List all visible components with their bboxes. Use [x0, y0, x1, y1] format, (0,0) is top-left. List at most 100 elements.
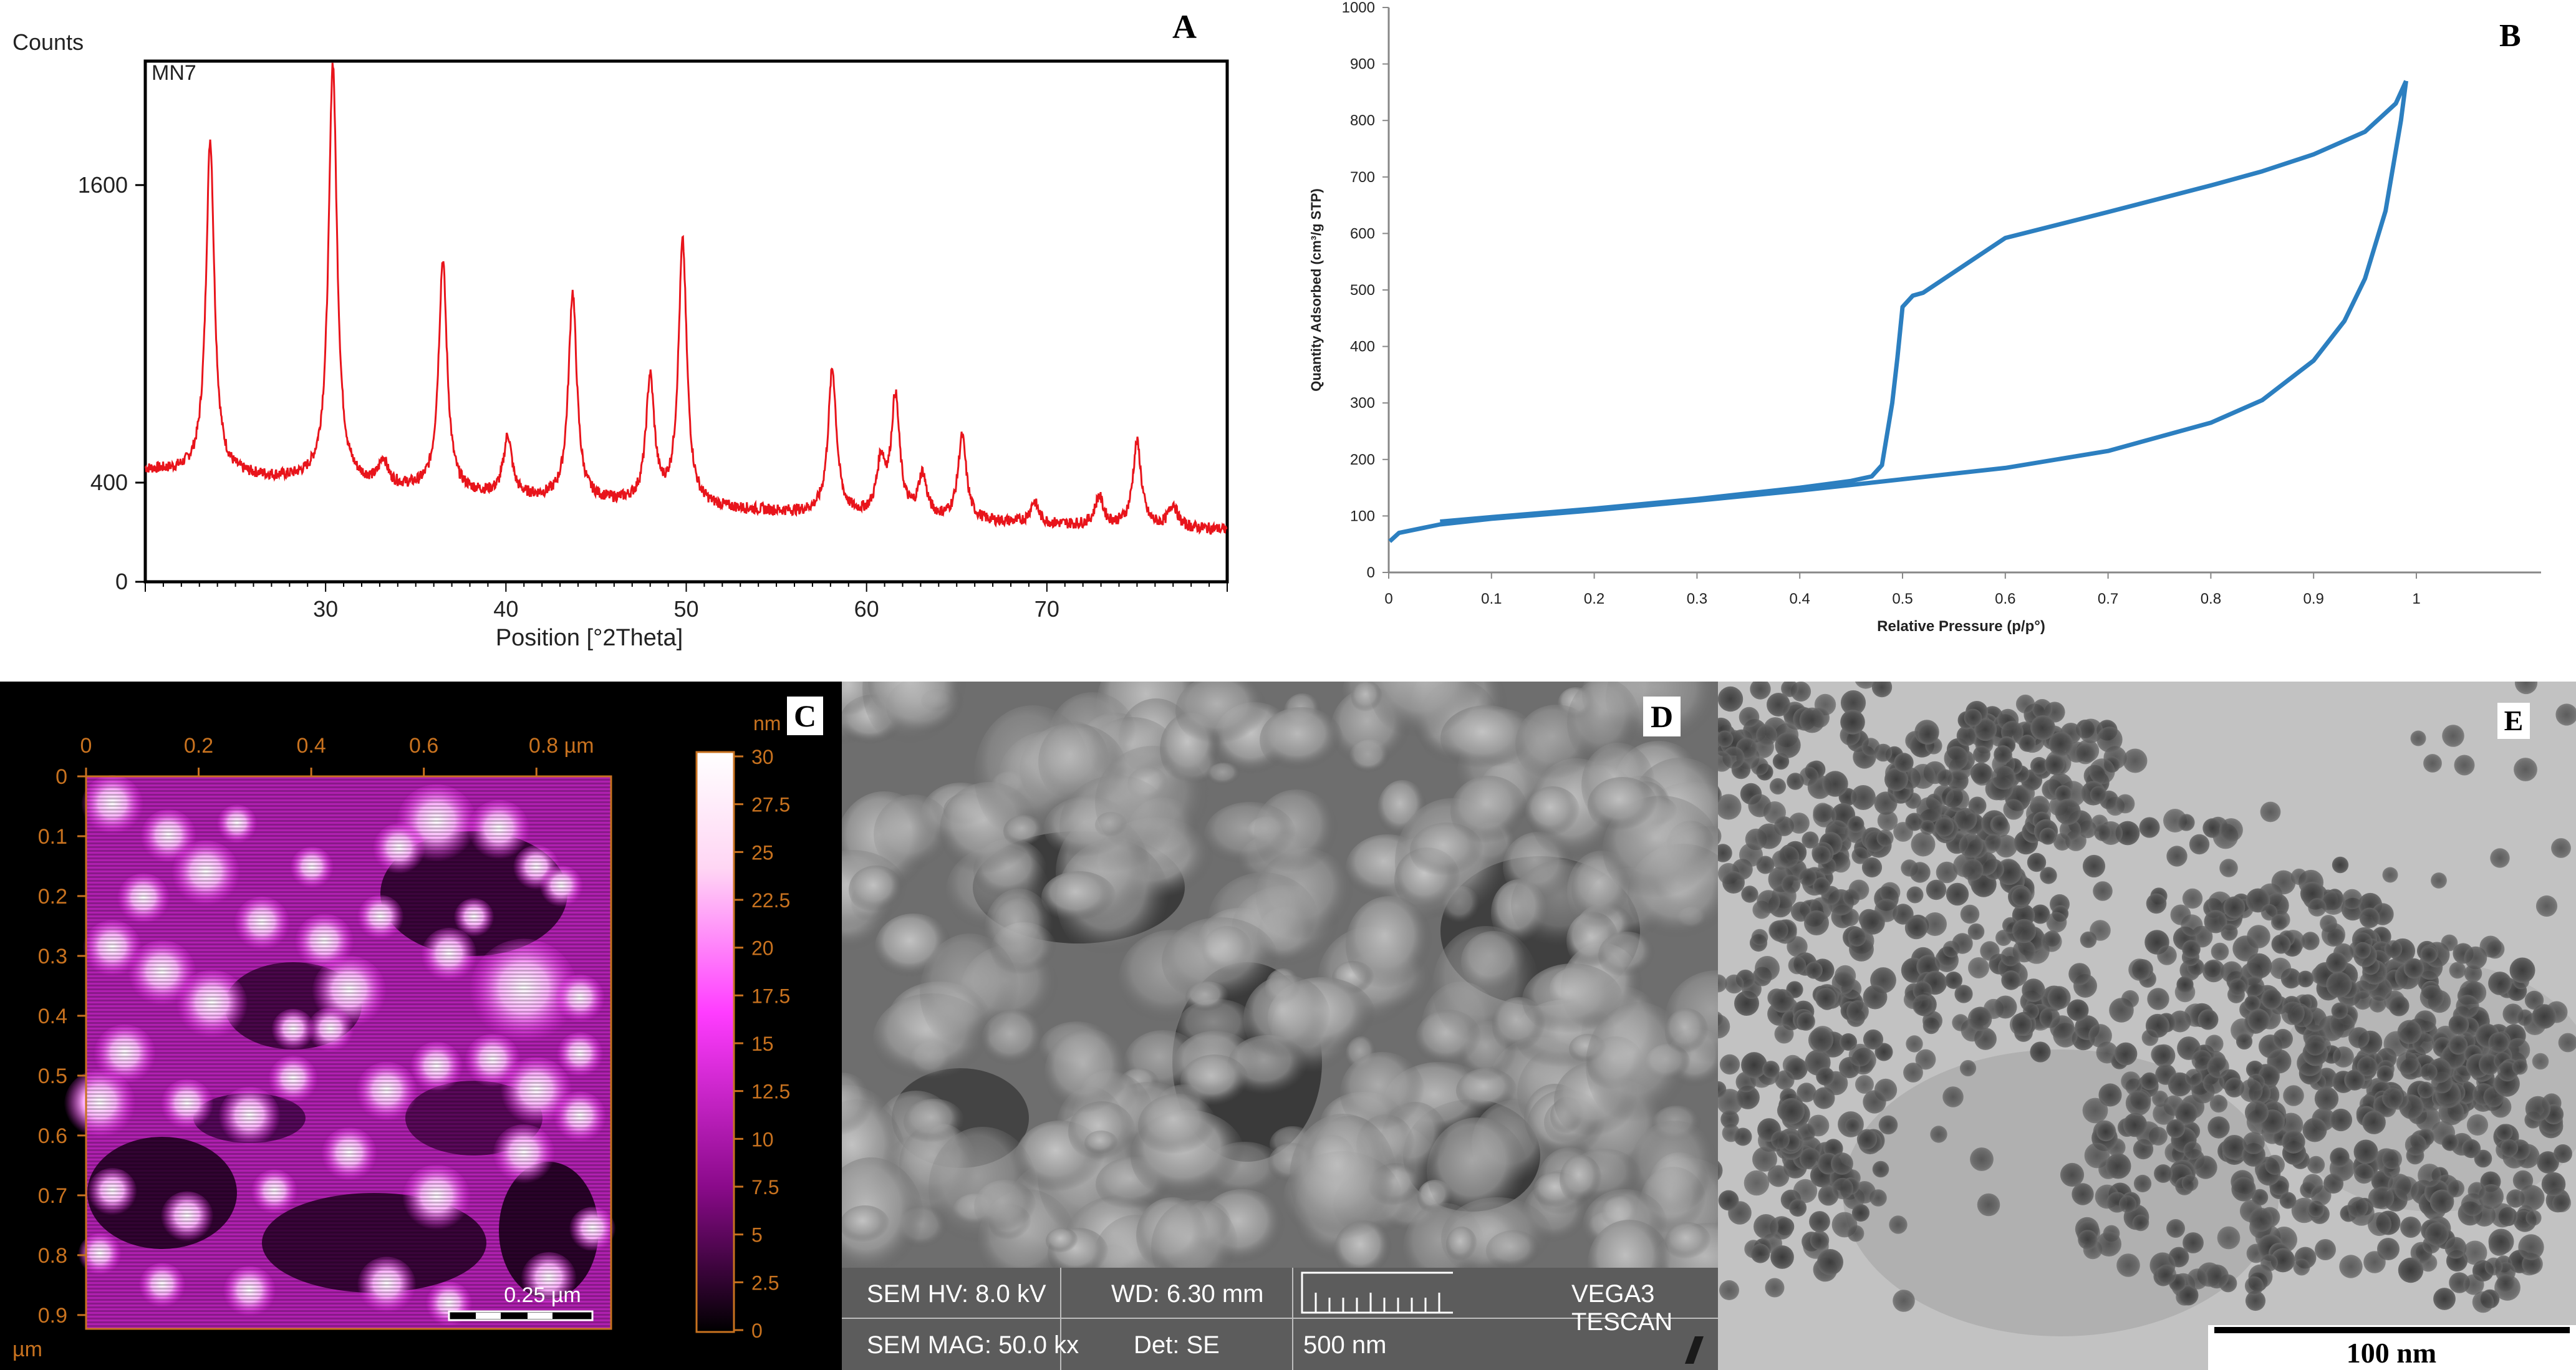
- tem-particle: [2271, 870, 2296, 895]
- tem-particle: [2496, 1124, 2513, 1141]
- tem-particle: [2181, 1174, 2199, 1192]
- tem-particle: [2310, 1185, 2332, 1206]
- tem-particle: [2174, 1101, 2198, 1125]
- tem-particle: [2532, 1053, 2549, 1070]
- tem-particle: [2400, 1217, 2421, 1238]
- tem-particle: [1860, 910, 1885, 935]
- tem-particle: [1916, 797, 1942, 823]
- tem-particle: [1851, 1204, 1870, 1222]
- tem-particle: [2125, 1090, 2151, 1116]
- tem-particle: [2183, 1232, 2204, 1253]
- sem-particle: [929, 1127, 1037, 1250]
- tem-particle: [2139, 817, 2160, 838]
- tem-particle: [2182, 888, 2203, 909]
- sem-particle: [1368, 682, 1485, 744]
- tem-particle: [2441, 1134, 2459, 1151]
- tem-particle: [1797, 1012, 1815, 1031]
- sem-particle: [1346, 896, 1433, 993]
- tem-particle: [2000, 947, 2020, 967]
- tem-particle: [2170, 904, 2191, 925]
- tem-particle: [2417, 1081, 2434, 1099]
- tem-particle: [1765, 1278, 1785, 1298]
- tem-panel: 100 nm E: [1718, 682, 2576, 1370]
- tem-particle: [1944, 746, 1969, 771]
- tem-particle: [2156, 1265, 2176, 1285]
- tem-particle: [1946, 882, 1969, 906]
- xrd-x-tick-label: 70: [1035, 596, 1059, 622]
- tem-particle: [2297, 970, 2314, 988]
- tem-particle: [2388, 995, 2410, 1016]
- tem-particle: [2308, 898, 2327, 917]
- tem-particle: [2371, 1186, 2395, 1210]
- tem-particle: [2082, 854, 2106, 878]
- tem-particle: [1879, 882, 1901, 903]
- tem-particle: [2011, 887, 2031, 907]
- sem-particle: [1207, 763, 1241, 786]
- tem-particle: [1856, 1129, 1878, 1150]
- tem-particle: [2279, 1192, 2297, 1209]
- tem-particle: [1804, 910, 1829, 935]
- sem-particle: [874, 794, 953, 874]
- tem-particle: [2359, 907, 2380, 929]
- tem-particle: [1817, 1249, 1843, 1275]
- tem-particle: [1718, 787, 1722, 803]
- tem-particle: [2202, 959, 2226, 983]
- sem-particle: [862, 682, 967, 750]
- tem-particle: [2472, 1291, 2494, 1313]
- tem-particle: [2331, 1002, 2348, 1020]
- xrd-sample-label: MN7: [152, 61, 196, 85]
- tem-particle: [2039, 827, 2057, 845]
- tem-particle: [1775, 1070, 1795, 1090]
- tem-particle: [2187, 1268, 2208, 1290]
- tem-particle: [2207, 1056, 2229, 1078]
- tem-particle: [1861, 738, 1880, 756]
- tem-particle: [2420, 1063, 2438, 1081]
- sem-particle: [1162, 917, 1279, 1006]
- tem-particle: [1718, 1160, 1723, 1180]
- afm-colorbar-tick-label: 30: [751, 746, 774, 768]
- bet-chart: 0 100 200 300 400 500 600 700 800 900 1000 0 0.1 0.2…: [1308, 0, 2541, 635]
- tem-particle: [1911, 832, 1936, 857]
- tem-particle: [2315, 1239, 2336, 1260]
- tem-particle: [2467, 1182, 2486, 1200]
- tem-particle: [2153, 1102, 2175, 1125]
- tem-particle: [2121, 1071, 2141, 1091]
- bet-panel: 0 100 200 300 400 500 600 700 800 900 1000 0 0.1 0.2…: [1272, 0, 2576, 673]
- tem-particle: [1812, 877, 1831, 895]
- xrd-y-tick-label: 400: [90, 470, 128, 495]
- tem-particle: [2154, 1164, 2173, 1183]
- tem-particle: [1788, 813, 1810, 834]
- tem-particle: [1805, 962, 1823, 979]
- sem-particle: [1446, 1227, 1477, 1263]
- tem-particle: [2330, 1147, 2350, 1167]
- afm-scale-bar-seg2: [528, 1313, 552, 1319]
- tem-particle: [1799, 766, 1819, 786]
- tem-particle: [2211, 942, 2229, 961]
- tem-particle: [2541, 1172, 2566, 1197]
- tem-particle: [2321, 890, 2346, 915]
- tem-particle: [1863, 1090, 1886, 1114]
- sem-panel: SEM HV: 8.0 kV WD: 6.30 mm SEM MAG: 50.0…: [842, 682, 1718, 1370]
- tem-particle: [1822, 771, 1848, 797]
- tem-particle: [2176, 976, 2194, 993]
- tem-particle: [1798, 868, 1817, 887]
- tem-particle: [2282, 1130, 2305, 1154]
- tem-particle: [1984, 834, 2002, 851]
- tem-particle: [2410, 730, 2426, 746]
- tem-particle: [2444, 1237, 2467, 1259]
- tem-particle: [1848, 1043, 1872, 1067]
- sem-particle: [904, 1099, 965, 1145]
- tem-particle: [2178, 1285, 2199, 1306]
- tem-particle: [2221, 924, 2238, 941]
- tem-particle: [2488, 1228, 2514, 1255]
- tem-particle: [1959, 833, 1984, 858]
- tem-particle: [1762, 1061, 1780, 1078]
- tem-particle: [2152, 1044, 2176, 1068]
- tem-particle: [2055, 785, 2072, 803]
- tem-particle: [2425, 1222, 2449, 1246]
- tem-particle: [1718, 751, 1732, 772]
- tem-particle: [2519, 1185, 2545, 1211]
- tem-particle: [1909, 862, 1931, 883]
- bet-y-tick-label: 700: [1350, 169, 1375, 186]
- bet-y-tick-label: 300: [1350, 395, 1375, 412]
